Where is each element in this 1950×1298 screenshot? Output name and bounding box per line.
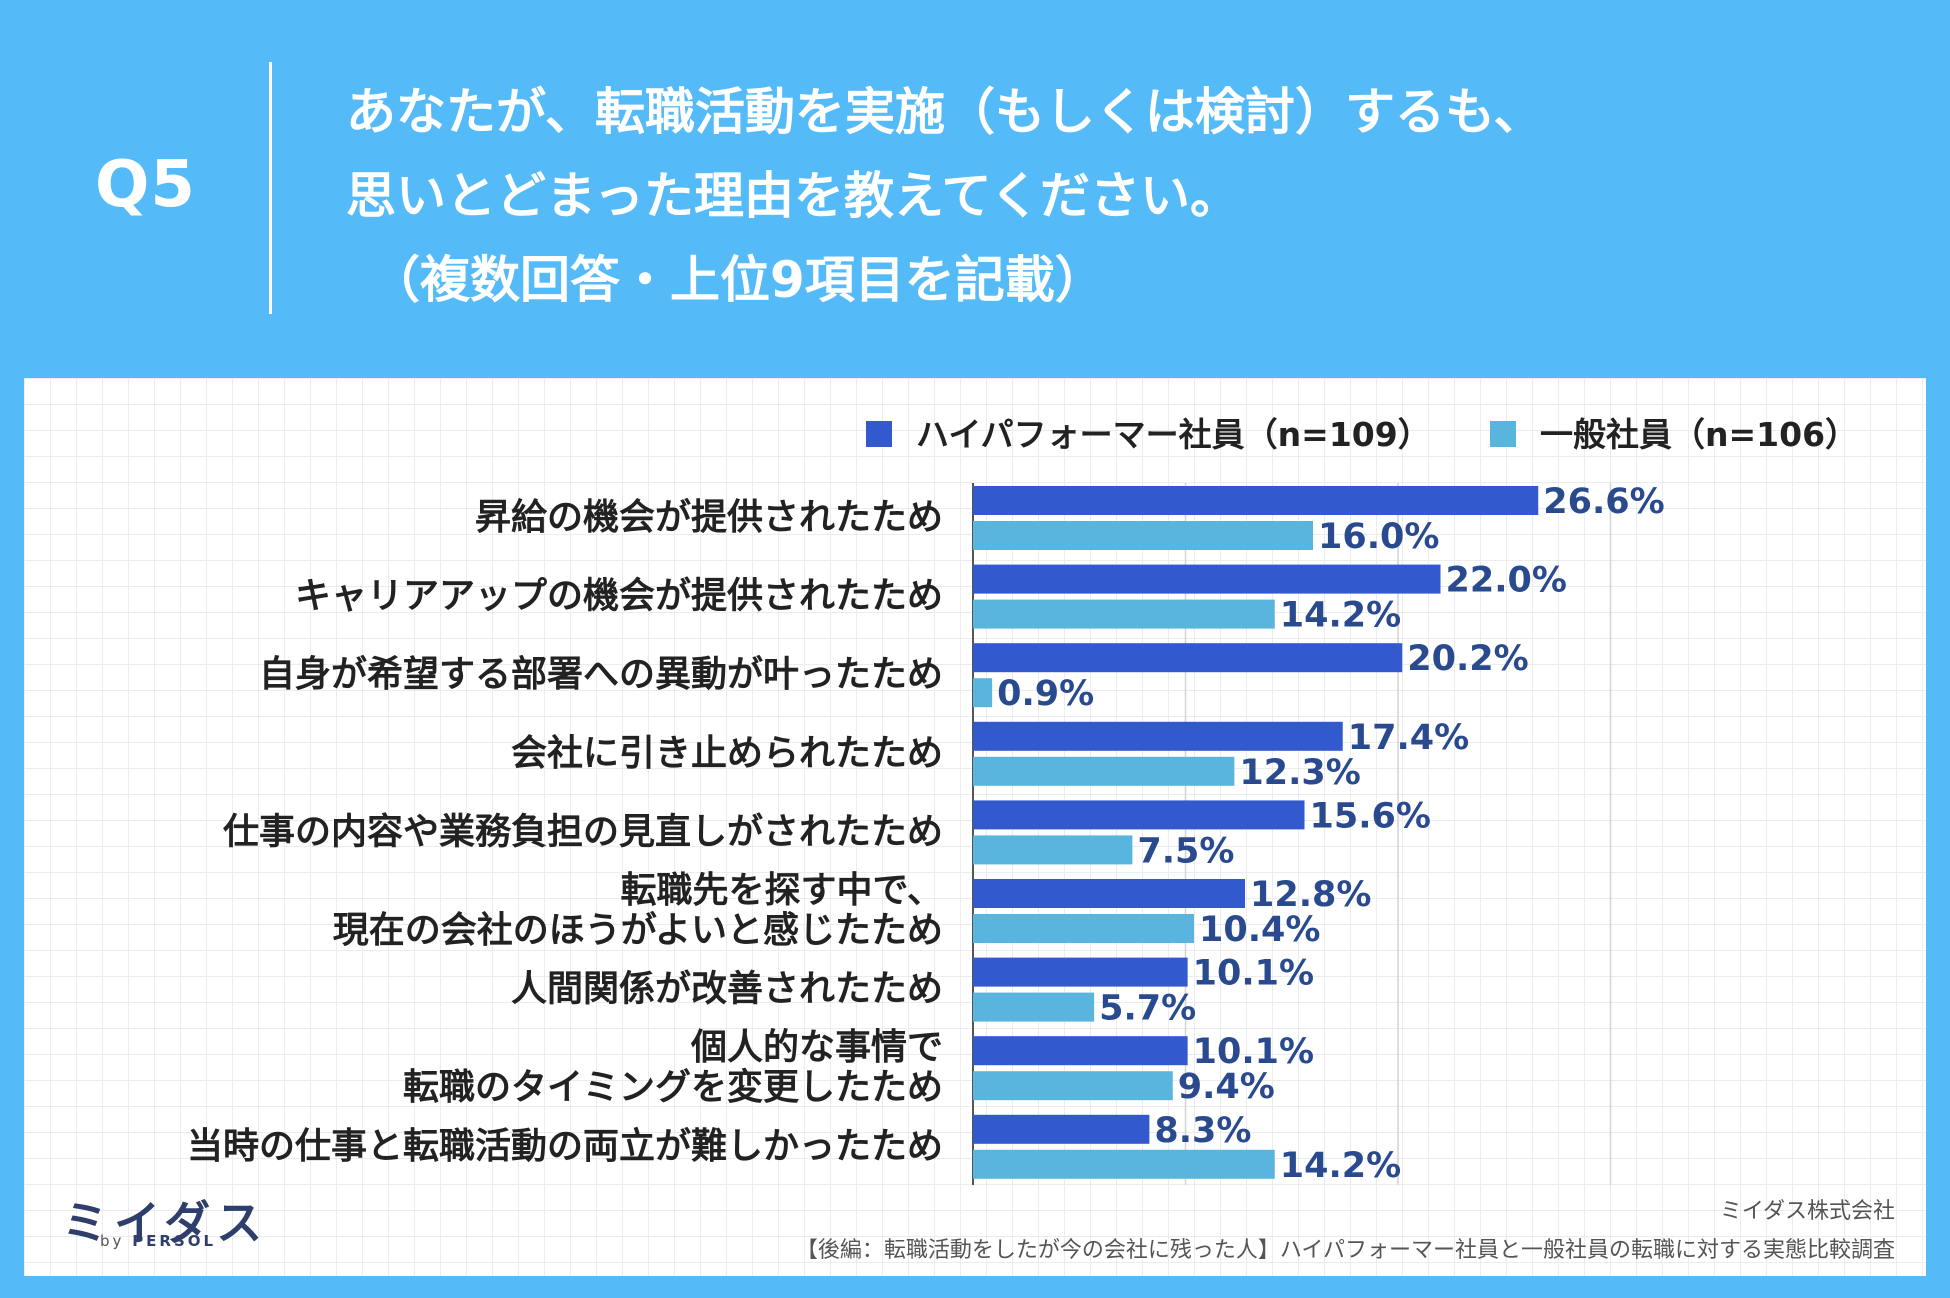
category-label: 当時の仕事と転職活動の両立が難しかったため	[187, 1126, 943, 1167]
data-label: 20.2%	[1407, 639, 1528, 679]
data-label: 14.2%	[1280, 1146, 1401, 1186]
legend-swatch	[866, 421, 892, 447]
bar	[973, 486, 1539, 515]
logo-byline: by PERSOL	[100, 1232, 216, 1250]
data-label: 10.4%	[1199, 910, 1320, 950]
header: Q5 あなたが、転職活動を実施（もしくは検討）するも、 思いとどまった理由を教え…	[0, 0, 1950, 378]
bar	[973, 599, 1275, 629]
legend: ハイパフォーマー社員（n=109） 一般社員（n=106）	[866, 415, 1858, 454]
bar	[973, 1149, 1275, 1179]
logo-brand: PERSOL	[132, 1232, 217, 1250]
bar	[973, 1114, 1150, 1144]
bars: 26.6%16.0%22.0%14.2%20.2%0.9%17.4%12.3%1…	[973, 482, 1665, 1186]
data-label: 17.4%	[1348, 718, 1469, 758]
data-label: 26.6%	[1543, 482, 1664, 522]
bar	[973, 678, 993, 708]
bar	[973, 1036, 1188, 1066]
legend-swatch	[1490, 421, 1516, 447]
legend-label: 一般社員（n=106）	[1540, 415, 1858, 454]
company-credit: ミイダス株式会社	[1719, 1199, 1895, 1224]
category-label: 転職先を探す中で、	[620, 870, 943, 911]
bar	[973, 521, 1313, 550]
survey-source: 【後編：転職活動をしたが今の会社に残った人】ハイパフォーマー社員と一般社員の転職…	[795, 1238, 1895, 1263]
category-label: キャリアアップの機会が提供されたため	[295, 576, 943, 617]
data-label: 12.3%	[1239, 753, 1360, 793]
logo-text: ミイダス	[62, 1196, 269, 1250]
category-label: 人間関係が改善されたため	[511, 969, 943, 1010]
bar	[973, 721, 1343, 751]
bar	[973, 643, 1403, 673]
bar	[973, 879, 1245, 908]
category-label: 個人的な事情で	[690, 1027, 943, 1068]
category-label: 昇給の機会が提供されたため	[475, 497, 943, 538]
category-label: 会社に引き止められたため	[511, 733, 943, 774]
question-line-1: あなたが、転職活動を実施（もしくは検討）するも、	[346, 83, 1544, 141]
header-divider	[269, 62, 272, 314]
miidas-logo: ミイダス by PERSOL	[62, 1187, 282, 1257]
bar	[973, 564, 1441, 594]
category-label: 自身が希望する部署への異動が叶ったため	[259, 654, 943, 695]
data-label: 7.5%	[1137, 831, 1234, 871]
question-text: あなたが、転職活動を実施（もしくは検討）するも、 思いとどまった理由を教えてくだ…	[346, 70, 1544, 322]
question-line-3: （複数回答・上位9項目を記載）	[370, 251, 1105, 309]
data-label: 14.2%	[1280, 596, 1401, 636]
data-label: 5.7%	[1099, 989, 1196, 1029]
bar	[973, 992, 1095, 1022]
data-label: 10.1%	[1193, 1032, 1314, 1072]
category-label: 転職のタイミングを変更したため	[403, 1066, 943, 1108]
question-number: Q5	[95, 148, 196, 222]
legend-label: ハイパフォーマー社員（n=109）	[916, 415, 1431, 454]
data-label: 22.0%	[1446, 561, 1567, 601]
category-label: 現在の会社のほうがよいと感じたため	[333, 910, 943, 951]
data-label: 12.8%	[1250, 875, 1371, 915]
data-label: 16.0%	[1318, 517, 1439, 557]
bar	[973, 957, 1188, 987]
bar	[973, 800, 1305, 830]
category-label: 仕事の内容や業務負担の見直しがされたため	[223, 811, 943, 852]
data-label: 10.1%	[1193, 954, 1314, 994]
data-label: 8.3%	[1154, 1111, 1251, 1151]
bar	[973, 835, 1133, 865]
bar	[973, 756, 1235, 786]
data-label: 9.4%	[1178, 1067, 1275, 1107]
bar	[973, 914, 1194, 943]
data-label: 0.9%	[997, 674, 1094, 714]
logo-by: by	[100, 1232, 125, 1250]
data-label: 15.6%	[1310, 796, 1431, 836]
bar	[973, 1071, 1173, 1101]
category-labels: 昇給の機会が提供されたためキャリアアップの機会が提供されたため自身が希望する部署…	[187, 497, 943, 1167]
question-line-2: 思いとどまった理由を教えてください。	[346, 167, 1240, 225]
